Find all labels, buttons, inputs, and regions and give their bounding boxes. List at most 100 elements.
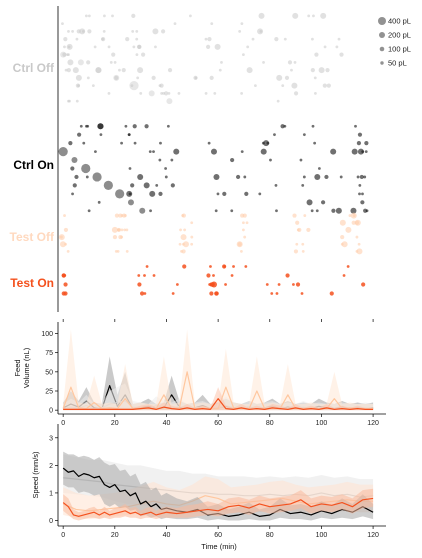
feeding-event-dot (117, 228, 120, 232)
feeding-event-dot (87, 29, 92, 34)
feeding-event-dot (97, 123, 104, 130)
feeding-event-dot (63, 37, 68, 42)
feeding-event-dot (364, 150, 368, 153)
feeding-event-dot (67, 45, 71, 49)
y-tick-label: 75 (45, 350, 53, 357)
feeding-event-dot (238, 29, 242, 33)
feeding-event-dot (292, 12, 299, 19)
feeding-event-dot (208, 283, 212, 286)
feeding-event-dot (111, 52, 116, 57)
feeding-event-dot (137, 67, 144, 74)
feeding-event-dot (254, 84, 257, 88)
feeding-event-dot (212, 274, 215, 277)
feeding-event-dot (330, 148, 337, 155)
x-tick-label: 20 (111, 420, 119, 427)
feeding-event-dot (213, 173, 220, 180)
feeding-event-dot (85, 124, 88, 128)
feeding-event-dot (210, 148, 217, 155)
y-tick-label: 3 (49, 435, 53, 442)
feeding-event-dot (180, 250, 183, 253)
feeding-event-dot (158, 158, 162, 162)
feeding-event-dot (313, 141, 317, 145)
feeding-event-dot (287, 60, 293, 65)
feeding-event-dot (79, 124, 83, 128)
feeding-event-dot (181, 213, 186, 218)
feeding-event-dot (63, 214, 66, 217)
feeding-event-dot (131, 13, 136, 18)
legend-marker (379, 46, 385, 52)
feeding-event-dot (166, 124, 170, 128)
feeding-event-dot (351, 148, 358, 155)
legend-marker (379, 32, 385, 38)
feeding-event-dot (170, 183, 175, 188)
feeding-event-dot (129, 81, 139, 91)
feeding-event-dot (356, 141, 362, 146)
feeding-event-dot (84, 14, 88, 18)
feeding-event-dot (295, 282, 301, 287)
feeding-event-dot (361, 150, 365, 153)
feeding-event-dot (230, 157, 235, 163)
group-label-ctrl-off: Ctrl Off (13, 61, 55, 75)
feeding-event-dot (240, 213, 245, 218)
feeding-event-dot (178, 242, 182, 246)
feeding-event-dot (222, 191, 227, 196)
feeding-event-dot (175, 283, 179, 286)
y-tick-label: 100 (41, 331, 53, 338)
y-ticks: 0 25 50 75 100 (41, 331, 58, 415)
feeding-event-dot (281, 84, 285, 88)
raster-group-test-off (58, 212, 363, 255)
feeding-event-dot (318, 67, 325, 74)
feeding-event-dot (323, 45, 327, 49)
feeding-event-dot (354, 124, 357, 128)
feeding-event-dot (291, 82, 298, 89)
x-tick-label: 120 (367, 532, 379, 539)
feeding-event-dot (265, 283, 269, 286)
feeding-event-dot (290, 68, 293, 72)
feeding-event-dot (75, 74, 82, 81)
feeding-event-dot (111, 226, 118, 233)
feeding-event-dot (149, 209, 152, 213)
feeding-event-dot (312, 14, 315, 18)
feeding-event-dot (216, 192, 220, 196)
feeding-event-dot (67, 99, 70, 103)
feeding-event-dot (66, 53, 69, 57)
feeding-event-dot (207, 37, 212, 42)
feeding-event-dot (125, 37, 130, 42)
feeding-event-dot (357, 242, 361, 246)
feeding-event-dot (321, 200, 326, 205)
feeding-event-dot (345, 226, 352, 233)
feeding-event-dot (71, 29, 74, 33)
feeding-event-dot (124, 214, 127, 217)
feeding-event-dot (350, 207, 357, 214)
feeding-event-dot (242, 53, 245, 57)
feeding-event-dot (258, 12, 265, 19)
feeding-event-dot (141, 52, 146, 57)
feeding-event-dot (220, 60, 223, 64)
feeding-event-dot (358, 192, 361, 196)
feeding-event-dot (189, 14, 192, 18)
feeding-event-dot (340, 234, 345, 240)
x-tick-label: 80 (266, 420, 274, 427)
x-tick-label: 40 (163, 420, 171, 427)
feeding-event-dot (127, 133, 131, 137)
feeding-event-dot (155, 184, 159, 187)
feeding-event-dot (161, 29, 166, 34)
feeding-event-dot (135, 29, 139, 33)
feeding-event-dot (307, 14, 311, 18)
feeding-event-dot (280, 124, 285, 129)
feeding-event-dot (60, 51, 67, 58)
feeding-event-dot (63, 274, 67, 277)
feeding-event-dot (246, 67, 253, 74)
feeding-event-dot (74, 174, 79, 180)
feeding-event-dot (357, 148, 364, 155)
feeding-event-dot (148, 150, 152, 153)
y-tick-label: 1 (49, 490, 53, 497)
feeding-event-dot (114, 213, 120, 218)
feeding-event-dot (213, 91, 217, 95)
x-tick-label: 80 (266, 532, 274, 539)
feeding-event-dot (64, 68, 68, 72)
feeding-event-dot (354, 220, 360, 225)
feeding-event-dot (136, 44, 142, 49)
feeding-event-dot (295, 220, 300, 225)
